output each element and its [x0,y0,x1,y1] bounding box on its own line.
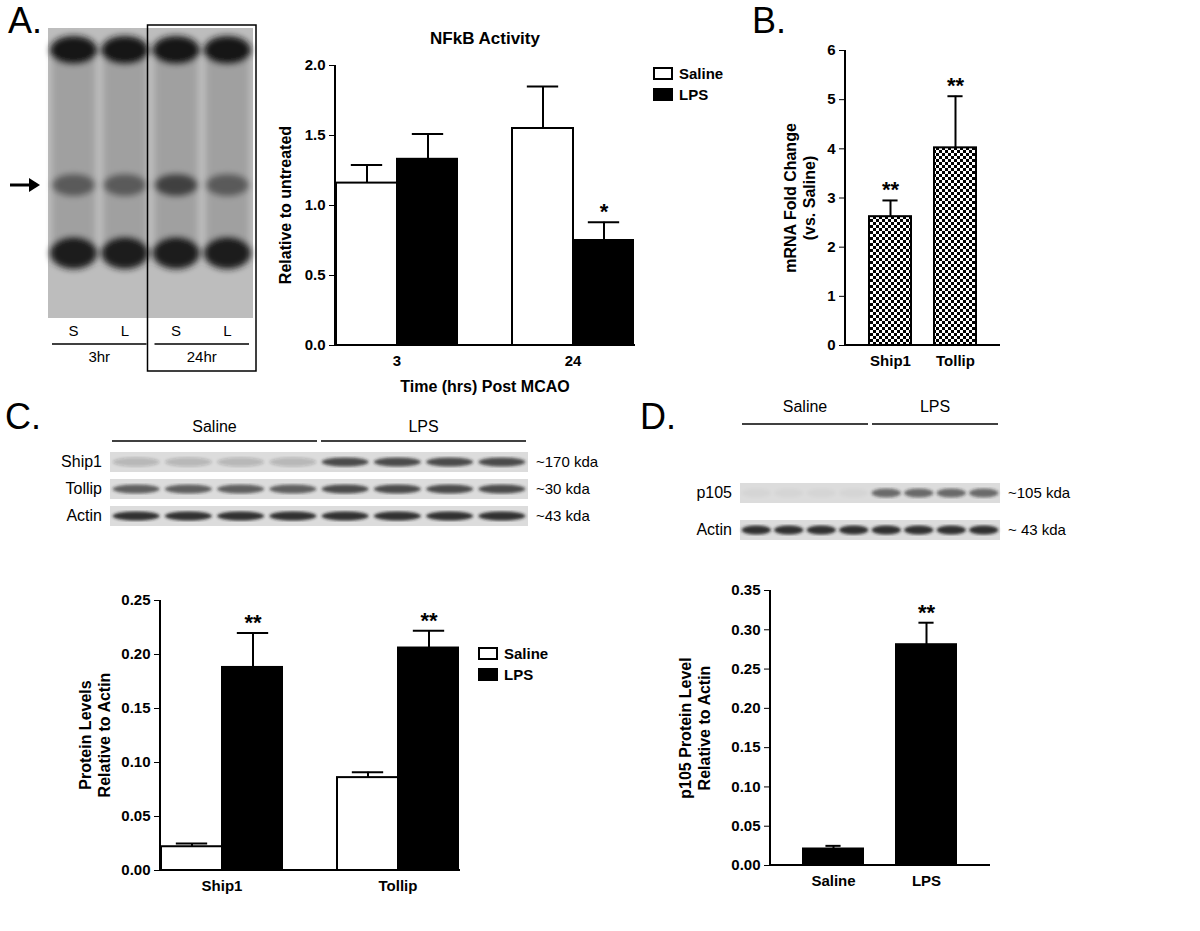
svg-text:Saline: Saline [192,418,237,435]
html-text:Time (hrs) Post MCAO: Time (hrs) Post MCAO [400,378,570,395]
svg-text:6: 6 [827,41,835,58]
svg-text:0.15: 0.15 [121,699,150,716]
svg-text:**: ** [244,610,262,635]
svg-text:~ 43 kda: ~ 43 kda [1008,521,1067,538]
svg-text:24: 24 [565,352,582,369]
svg-text:LPS: LPS [912,872,941,889]
svg-text:0.00: 0.00 [121,861,150,878]
svg-text:3: 3 [393,352,401,369]
svg-text:**: ** [882,177,900,202]
svg-text:24hr: 24hr [187,348,217,365]
svg-text:*: * [600,199,609,224]
svg-text:L: L [223,322,231,339]
svg-text:5: 5 [827,90,835,107]
html-text:C.: C. [5,396,41,437]
svg-text:0.10: 0.10 [121,753,150,770]
svg-text:~30 kda: ~30 kda [536,480,590,497]
svg-text:0.05: 0.05 [121,807,150,824]
svg-text:0.35: 0.35 [731,581,760,598]
svg-text:Actin: Actin [696,521,732,538]
svg-text:~105 kda: ~105 kda [1008,484,1071,501]
svg-text:Tollip: Tollip [936,352,975,369]
svg-text:**: ** [918,600,936,625]
svg-text:1.0: 1.0 [305,196,326,213]
svg-text:Ship1: Ship1 [870,352,911,369]
svg-text:0.10: 0.10 [731,778,760,795]
svg-text:S: S [171,322,181,339]
svg-text:2: 2 [827,238,835,255]
svg-text:3: 3 [827,189,835,206]
html-text:A.: A. [8,0,42,41]
svg-text:**: ** [420,608,438,633]
svg-text:Saline: Saline [783,398,828,415]
svg-text:0.5: 0.5 [305,266,326,283]
svg-text:0.00: 0.00 [731,856,760,873]
svg-text:1.5: 1.5 [305,126,326,143]
svg-text:Saline: Saline [811,872,855,889]
svg-text:0.0: 0.0 [305,336,326,353]
html-text:mRNA Fold Change: mRNA Fold Change [782,122,799,273]
svg-text:0.30: 0.30 [731,621,760,638]
svg-text:0: 0 [827,336,835,353]
svg-text:0.20: 0.20 [121,645,150,662]
html-text:Relative to Actin: Relative to Actin [696,665,713,790]
svg-text:~43 kda: ~43 kda [536,507,590,524]
svg-text:3hr: 3hr [88,348,110,365]
svg-text:Tollip: Tollip [379,877,418,894]
html-text:Protein Levels: Protein Levels [77,680,94,790]
svg-text:Ship1: Ship1 [61,453,102,470]
html-text:(vs. Saline): (vs. Saline) [801,155,818,240]
svg-text:2.0: 2.0 [305,56,326,73]
svg-text:L: L [121,322,129,339]
html-text:D.: D. [640,396,676,437]
svg-text:LPS: LPS [408,418,438,435]
svg-text:0.20: 0.20 [731,699,760,716]
html-text:Relative to untreated: Relative to untreated [276,125,294,285]
html-text:Saline: Saline [679,65,724,82]
svg-text:0.15: 0.15 [731,738,760,755]
svg-text:0.05: 0.05 [731,817,760,834]
svg-text:**: ** [947,73,965,98]
html-text:LPS: LPS [679,86,709,103]
svg-text:Actin: Actin [66,507,102,524]
svg-text:0.25: 0.25 [121,591,150,608]
html-text:p105 Protein Level: p105 Protein Level [677,656,694,799]
svg-text:Ship1: Ship1 [202,877,243,894]
svg-text:p105: p105 [696,484,732,501]
svg-text:1: 1 [827,287,835,304]
html-text:B.: B. [752,0,786,41]
html-text:Saline: Saline [504,645,549,662]
svg-text:S: S [69,322,79,339]
svg-text:4: 4 [827,140,836,157]
html-text:LPS: LPS [504,666,534,683]
svg-text:0.25: 0.25 [731,660,760,677]
html-text:Relative to Actin: Relative to Actin [96,672,113,798]
svg-text:Tollip: Tollip [66,480,103,497]
svg-text:~170 kda: ~170 kda [536,453,599,470]
html-text:NFkB Activity: NFkB Activity [430,29,540,48]
svg-text:LPS: LPS [920,398,950,415]
